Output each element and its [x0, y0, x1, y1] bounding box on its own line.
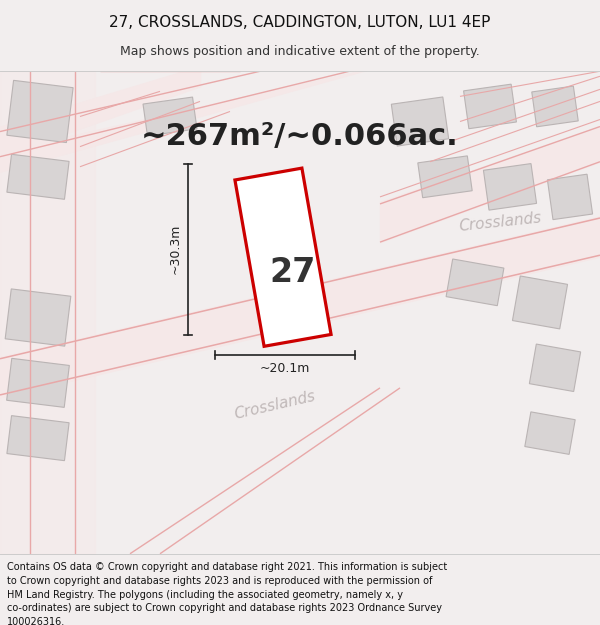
Polygon shape	[484, 164, 536, 210]
Polygon shape	[391, 97, 449, 146]
Text: 27, CROSSLANDS, CADDINGTON, LUTON, LU1 4EP: 27, CROSSLANDS, CADDINGTON, LUTON, LU1 4…	[109, 15, 491, 30]
Polygon shape	[446, 259, 504, 306]
Polygon shape	[464, 84, 517, 129]
Polygon shape	[7, 358, 70, 408]
Polygon shape	[418, 156, 472, 198]
Polygon shape	[512, 276, 568, 329]
Polygon shape	[143, 97, 197, 136]
Text: Crosslands: Crosslands	[233, 388, 317, 422]
Polygon shape	[529, 344, 581, 391]
Text: Crosslands: Crosslands	[458, 210, 542, 234]
Polygon shape	[7, 154, 69, 199]
Polygon shape	[547, 174, 593, 219]
Polygon shape	[5, 289, 71, 346]
Text: Contains OS data © Crown copyright and database right 2021. This information is : Contains OS data © Crown copyright and d…	[7, 562, 448, 625]
Text: ~20.1m: ~20.1m	[260, 362, 310, 375]
Polygon shape	[235, 168, 331, 346]
Polygon shape	[7, 416, 69, 461]
Text: ~267m²/~0.066ac.: ~267m²/~0.066ac.	[141, 122, 459, 151]
Text: 27: 27	[270, 256, 316, 289]
Text: Map shows position and indicative extent of the property.: Map shows position and indicative extent…	[120, 45, 480, 58]
Polygon shape	[525, 412, 575, 454]
Polygon shape	[7, 81, 73, 142]
Polygon shape	[532, 86, 578, 127]
Text: ~30.3m: ~30.3m	[169, 224, 182, 274]
